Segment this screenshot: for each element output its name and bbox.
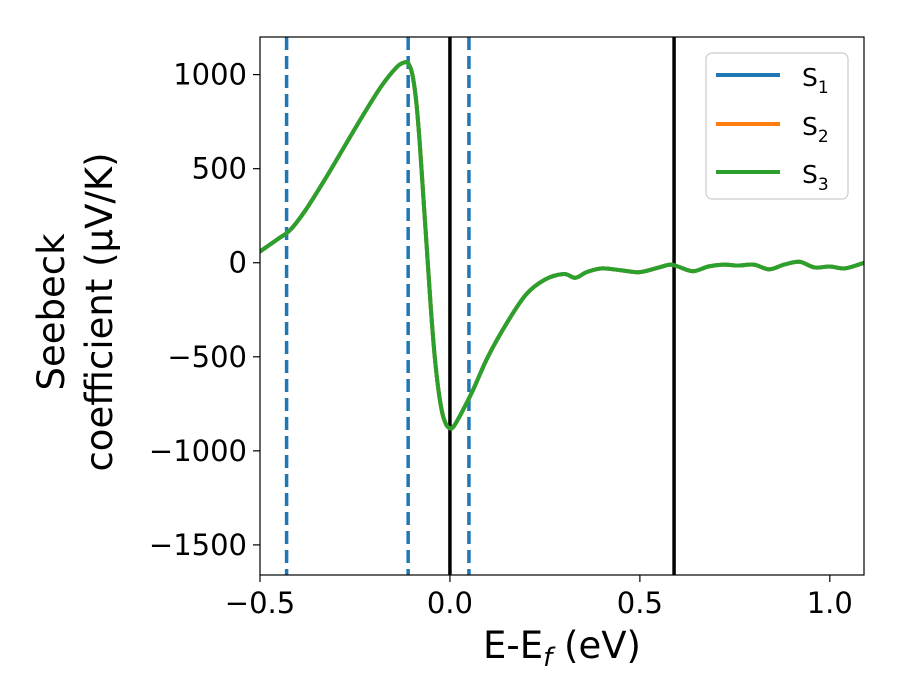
x-axis-label-base: E-E — [483, 624, 543, 667]
vertical-reference-lines — [284, 37, 676, 575]
legend-label-s1: S1 — [802, 63, 829, 98]
legend-label-s2-sub: 2 — [818, 127, 829, 147]
x-axis-label-unit: (eV) — [552, 624, 641, 667]
x-tick-label: 0.0 — [427, 586, 473, 620]
y-tick-label: 1000 — [173, 58, 247, 92]
y-tick-label: −500 — [167, 340, 247, 374]
y-axis-label-line1: Seebeck — [30, 233, 73, 391]
axes-frame — [259, 36, 865, 576]
y-tick-label: −1000 — [149, 434, 247, 468]
y-axis-label-line2: coefficient (μV/K) — [78, 152, 121, 471]
legend-label-s1-sub: 1 — [818, 78, 829, 98]
legend-label-s3: S3 — [802, 160, 829, 195]
data-series — [260, 59, 864, 431]
legend-label-s3-name: S — [802, 160, 818, 189]
x-axis-ticks: −0.5 0.0 0.5 1.0 — [225, 575, 853, 620]
x-tick-label: −0.5 — [225, 586, 295, 620]
legend-label-s1-name: S — [802, 63, 818, 92]
legend-label-s2: S2 — [802, 112, 829, 147]
legend-label-s2-name: S — [802, 112, 818, 141]
y-tick-label: −1500 — [149, 528, 247, 562]
y-axis-ticks: −1500 −1000 −500 0 500 1000 — [149, 58, 260, 562]
legend: S1 S2 S3 — [705, 52, 849, 200]
series-line-s3 — [260, 59, 864, 431]
x-tick-label: 1.0 — [807, 586, 853, 620]
x-tick-label: 0.5 — [617, 586, 663, 620]
y-tick-label: 500 — [192, 152, 247, 186]
y-axis-label: Seebeck coefficient (μV/K) — [30, 152, 121, 471]
legend-label-s3-sub: 3 — [818, 175, 829, 195]
x-axis-label: E-Ef (eV) — [483, 624, 641, 673]
y-tick-label: 0 — [229, 246, 247, 280]
